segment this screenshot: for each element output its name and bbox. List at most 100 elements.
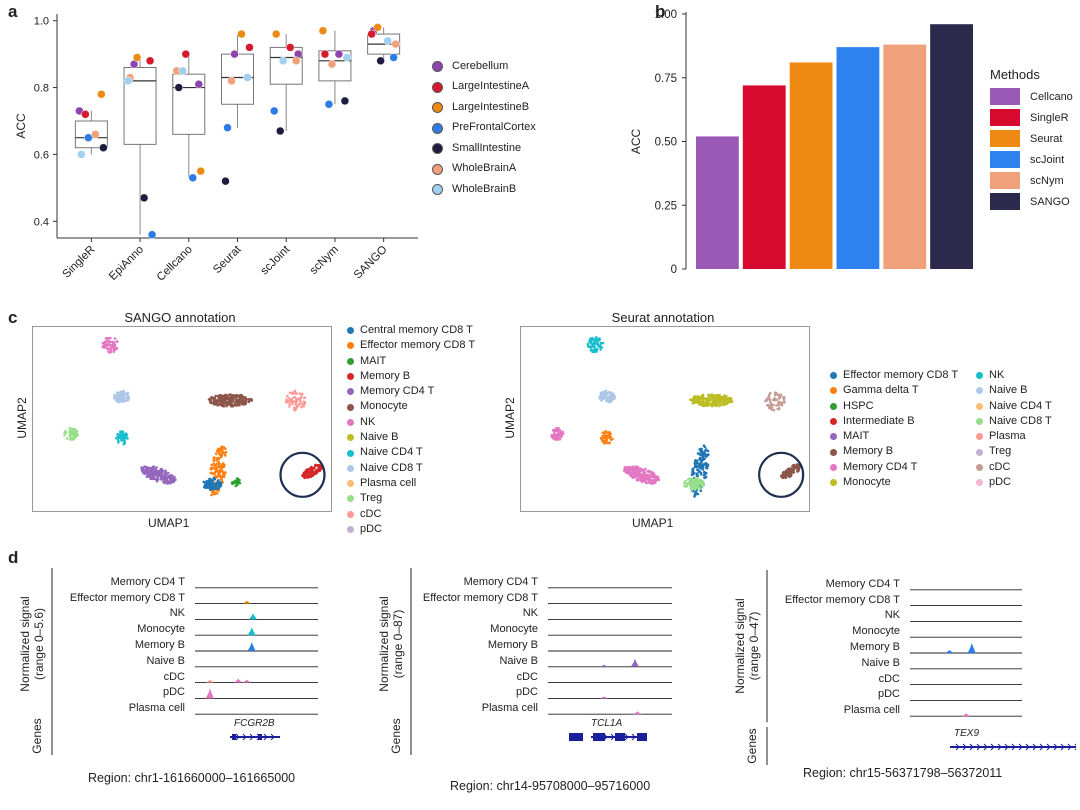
umap-point [219, 468, 223, 471]
umap-point [551, 428, 555, 432]
umap-point [715, 394, 718, 397]
umap-point [74, 429, 78, 433]
track-label: pDC [515, 686, 538, 699]
umap-point [219, 475, 223, 478]
umap-point [154, 473, 158, 477]
bar-SingleR [742, 85, 786, 270]
track-label: Plasma cell [843, 704, 900, 717]
signal-peak [247, 627, 256, 636]
umap-point [646, 475, 650, 479]
point-SmallIntestine [99, 143, 108, 152]
umap-cluster [284, 389, 307, 412]
umap-point [235, 395, 238, 399]
legend-marker [830, 387, 837, 395]
legend-marker [347, 373, 354, 381]
umap-point [223, 397, 226, 400]
legend-item: Treg [347, 491, 475, 506]
legend-swatch [990, 130, 1020, 147]
umap-point [127, 397, 130, 400]
umap-point [644, 473, 648, 477]
legend-label: Monocyte [843, 476, 891, 489]
legend-item: Effector memory CD8 T [830, 368, 958, 383]
legend-item: Naive CD4 T [347, 445, 475, 460]
track-label: Memory B [134, 639, 185, 651]
umap-point [775, 398, 779, 402]
legend-item: pDC [347, 522, 475, 537]
umap-point [143, 465, 146, 469]
umap-point [242, 403, 245, 406]
box-EpiAnno [123, 66, 157, 145]
legend-marker [830, 418, 837, 426]
strand-arrow [596, 733, 601, 741]
gene-name: TEX9 [954, 728, 980, 739]
umap-point [631, 468, 635, 471]
umap-point [288, 397, 291, 400]
umap-point [647, 470, 650, 473]
umap-point [791, 469, 795, 472]
y-axis-label: ACC [629, 129, 643, 155]
x-tick-label: scNym [308, 244, 341, 277]
legend-item: Gamma delta T [830, 383, 958, 398]
legend-marker [830, 433, 837, 441]
umap-point [606, 441, 610, 445]
point-SmallIntestine [376, 56, 385, 66]
region-label: Region: chr1-161660000–161665000 [88, 771, 296, 785]
point-LargeIntestineA [285, 43, 295, 52]
track-plot [410, 568, 672, 755]
strand-arrow [969, 743, 974, 751]
umap-point [212, 402, 215, 406]
legend-label: SingleR [1030, 111, 1069, 124]
umap-point [163, 480, 166, 483]
umap-point [593, 350, 597, 354]
umap-point [557, 437, 561, 441]
umap-point [796, 468, 799, 472]
umap-point [302, 471, 306, 475]
umap-point [293, 400, 297, 403]
umap-point [122, 434, 125, 438]
umap-point [633, 466, 637, 470]
sango-umap-xlabel: UMAP1 [148, 516, 190, 530]
umap-point [781, 473, 785, 476]
umap-cluster [586, 336, 605, 354]
panel-label-a: a [8, 2, 18, 21]
legend-swatch [990, 172, 1020, 189]
umap-point [600, 437, 603, 440]
umap-cluster [780, 463, 802, 480]
umap-point [769, 407, 772, 410]
legend-label: Memory CD4 T [843, 460, 918, 473]
strand-arrow [1011, 743, 1016, 751]
umap-point [302, 400, 306, 404]
legend-marker [976, 387, 983, 395]
umap-point [217, 397, 221, 400]
umap-point [217, 457, 221, 461]
gene-name: TCL1A [591, 718, 623, 729]
umap-point [307, 467, 311, 471]
umap-point [285, 398, 288, 401]
umap-point [783, 396, 786, 399]
track-label: cDC [516, 670, 538, 683]
umap-point [208, 481, 211, 485]
umap-point [767, 393, 771, 397]
umap-point [160, 472, 163, 475]
track-label: Naive B [499, 654, 538, 667]
umap-point [589, 348, 593, 351]
umap-point [694, 485, 697, 489]
umap-point [123, 396, 127, 400]
point-SmallIntestine [221, 176, 230, 186]
umap-point [150, 473, 153, 477]
umap-point [608, 401, 611, 404]
umap-point [702, 463, 705, 466]
umap-point [780, 401, 784, 404]
umap-point [698, 470, 701, 474]
seurat-umap-legend-col1: Effector memory CD8 T Gamma delta T HSPC In… [830, 368, 958, 490]
legend-marker [432, 143, 443, 155]
umap-point [228, 393, 231, 397]
umap-point [305, 470, 309, 474]
point-PreFrontalCortex [389, 53, 398, 62]
umap-point [782, 470, 786, 474]
sango-umap-legend: Central memory CD8 T Effector memory CD8 … [347, 323, 475, 537]
umap-point [691, 467, 695, 471]
strand-arrow [270, 733, 275, 741]
legend-item: WholeBrainA [432, 161, 536, 176]
legend-label: Gamma delta T [843, 384, 919, 397]
